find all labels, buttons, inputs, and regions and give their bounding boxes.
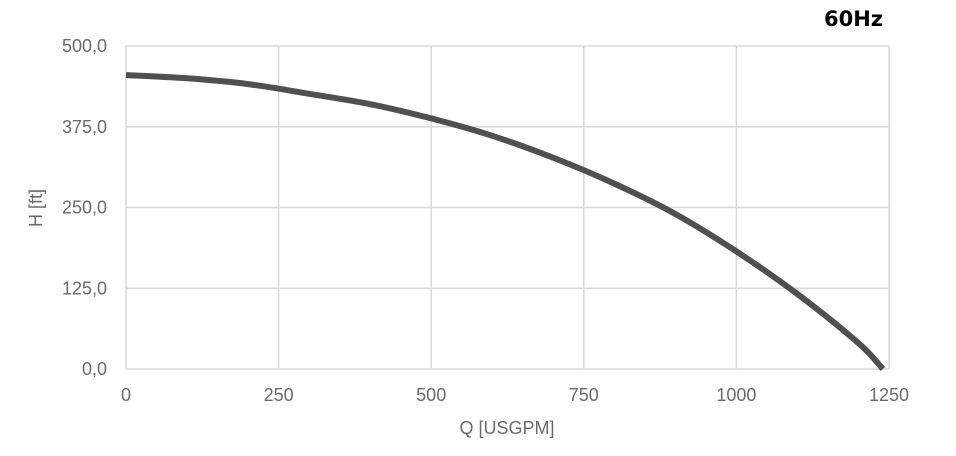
grid: [125, 45, 890, 370]
x-tick-label: 1000: [716, 385, 756, 405]
x-tick-label: 0: [121, 385, 131, 405]
y-tick-label: 250,0: [62, 198, 107, 218]
y-axis-label: H [ft]: [26, 189, 46, 227]
y-tick-label: 0,0: [82, 359, 107, 379]
x-axis-label: Q [USGPM]: [459, 418, 554, 438]
y-tick-label: 125,0: [62, 278, 107, 298]
y-axis-ticks: 0,0 125,0 250,0 375,0 500,0: [62, 36, 107, 379]
x-tick-label: 500: [416, 385, 446, 405]
pump-curve-line: [125, 72, 886, 372]
x-tick-label: 750: [569, 385, 599, 405]
x-axis-ticks: 0 250 500 750 1000 1250: [121, 385, 909, 405]
chart-title: 60Hz: [824, 7, 883, 31]
x-tick-label: 1250: [869, 385, 909, 405]
y-tick-label: 500,0: [62, 36, 107, 56]
x-tick-label: 250: [264, 385, 294, 405]
y-tick-label: 375,0: [62, 117, 107, 137]
series-group: [125, 72, 886, 372]
